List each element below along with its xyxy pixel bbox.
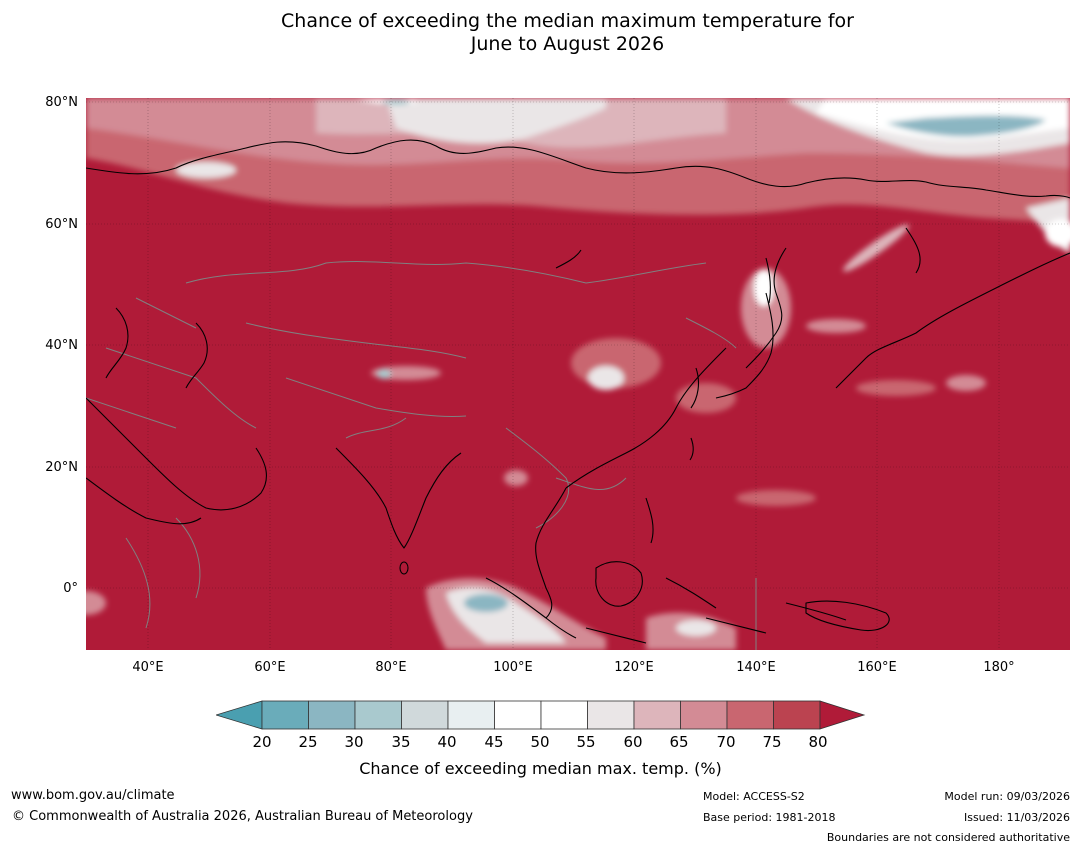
colorbar xyxy=(216,700,866,730)
map-canvas xyxy=(86,98,1070,650)
equatorial-lighter-region xyxy=(86,578,736,650)
colorbar-tick: 80 xyxy=(808,733,828,751)
colorbar-tick: 20 xyxy=(252,733,272,751)
lat-label-0: 0° xyxy=(63,581,78,596)
footer-model: Model: ACCESS-S2 xyxy=(703,790,805,803)
lat-label-80n: 80°N xyxy=(45,95,78,110)
colorbar-cell xyxy=(540,700,588,730)
lon-label-40e: 40°E xyxy=(132,660,164,675)
lat-label-60n: 60°N xyxy=(45,217,78,232)
map-title: Chance of exceeding the median maximum t… xyxy=(0,10,1081,56)
colorbar-tick: 30 xyxy=(344,733,364,751)
colorbar-tick: 35 xyxy=(391,733,411,751)
graticule xyxy=(86,98,1070,650)
colorbar-tick: 55 xyxy=(576,733,596,751)
lat-label-20n: 20°N xyxy=(45,460,78,475)
coastlines xyxy=(86,139,1070,644)
country-borders xyxy=(86,261,757,650)
lon-label-100e: 100°E xyxy=(493,660,533,675)
footer-base-period: Base period: 1981-2018 xyxy=(703,811,836,824)
colorbar-tick: 45 xyxy=(484,733,504,751)
colorbar-tick: 60 xyxy=(623,733,643,751)
lat-label-40n: 40°N xyxy=(45,338,78,353)
lon-label-180: 180° xyxy=(983,660,1015,675)
colorbar-cell xyxy=(308,700,356,730)
title-line-2: June to August 2026 xyxy=(470,33,665,55)
title-line-1: Chance of exceeding the median maximum t… xyxy=(281,10,854,32)
colorbar-cell xyxy=(680,700,728,730)
lon-label-140e: 140°E xyxy=(736,660,776,675)
footer-issued: Issued: 11/03/2026 xyxy=(963,811,1070,824)
forecast-map xyxy=(86,98,1070,650)
colorbar-cell xyxy=(494,700,542,730)
colorbar-tick: 40 xyxy=(437,733,457,751)
colorbar-tick: 25 xyxy=(298,733,318,751)
colorbar-tick: 50 xyxy=(530,733,550,751)
footer-url[interactable]: www.bom.gov.au/climate xyxy=(11,788,175,803)
colorbar-cell xyxy=(401,700,449,730)
colorbar-cells xyxy=(261,700,821,730)
colorbar-above-triangle xyxy=(819,700,866,730)
lon-label-160e: 160°E xyxy=(857,660,897,675)
footer-model-run: Model run: 09/03/2026 xyxy=(944,790,1070,803)
colorbar-label: Chance of exceeding median max. temp. (%… xyxy=(359,759,722,778)
lighter-patches xyxy=(371,224,986,506)
colorbar-cell xyxy=(773,700,821,730)
colorbar-cell xyxy=(587,700,635,730)
lon-label-120e: 120°E xyxy=(614,660,654,675)
arctic-lighter-region xyxy=(86,98,1070,253)
footer-boundaries: Boundaries are not considered authoritat… xyxy=(826,831,1070,844)
colorbar-cell xyxy=(447,700,495,730)
lon-label-80e: 80°E xyxy=(375,660,407,675)
colorbar-cell xyxy=(354,700,402,730)
footer-copyright: © Commonwealth of Australia 2026, Austra… xyxy=(12,809,473,824)
colorbar-cell xyxy=(633,700,681,730)
colorbar-cell xyxy=(726,700,774,730)
colorbar-cell xyxy=(261,700,309,730)
colorbar-below-triangle xyxy=(216,700,263,730)
colorbar-tick: 70 xyxy=(716,733,736,751)
colorbar-tick: 65 xyxy=(669,733,689,751)
lon-label-60e: 60°E xyxy=(254,660,286,675)
colorbar-tick: 75 xyxy=(762,733,782,751)
